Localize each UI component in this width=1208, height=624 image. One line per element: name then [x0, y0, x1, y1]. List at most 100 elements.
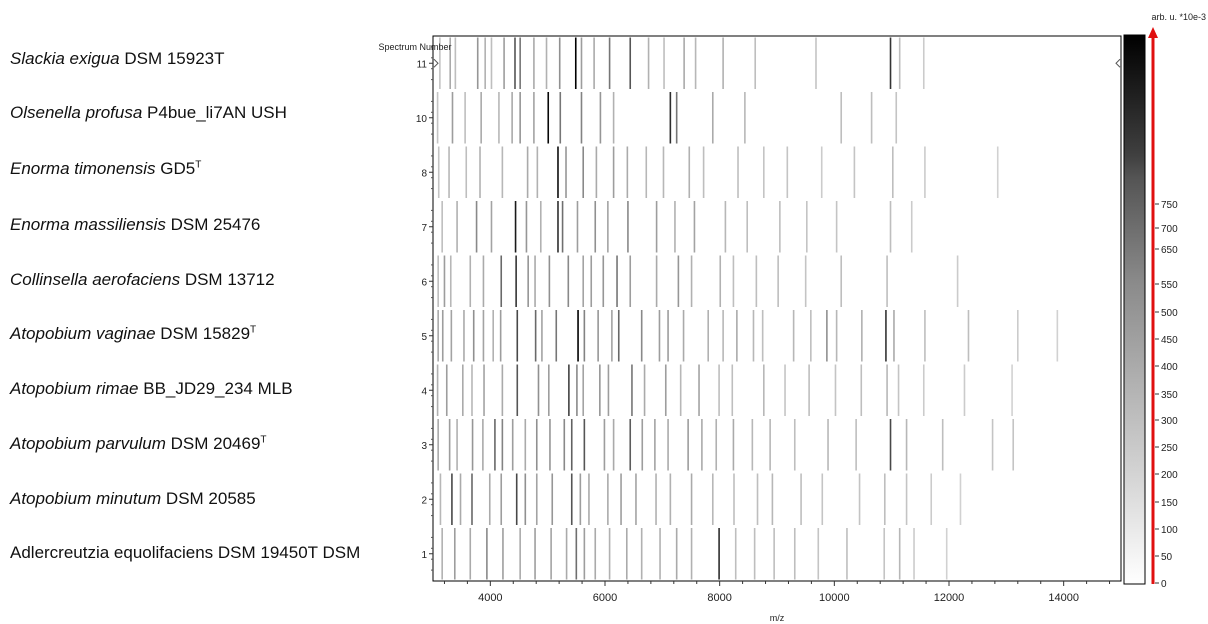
peak-band — [608, 37, 611, 89]
peak-band — [690, 255, 693, 307]
peak-band — [559, 92, 562, 144]
species-name: Slackia exigua — [10, 49, 120, 68]
colorbar-tick-label: 200 — [1161, 470, 1178, 481]
peak-band — [898, 37, 901, 89]
peak-band — [607, 364, 610, 416]
peak-band — [583, 419, 586, 471]
peak-band — [804, 255, 807, 307]
peak-band — [835, 310, 838, 362]
peak-band — [490, 37, 493, 89]
peak-band — [574, 37, 577, 89]
peak-band — [643, 364, 646, 416]
peak-band — [516, 364, 519, 416]
strain-label: Atopobium rimae BB_JD29_234 MLB — [10, 379, 293, 399]
peak-band — [732, 255, 735, 307]
peak-band — [855, 419, 857, 471]
colorbar-tick-label: 500 — [1161, 308, 1178, 319]
peak-band — [922, 364, 925, 416]
strain-label: Adlercreutzia equolifaciens DSM 19450T D… — [10, 543, 360, 563]
peak-band — [889, 201, 892, 253]
peak-band — [963, 364, 966, 416]
peak-band — [471, 364, 473, 416]
peak-band — [533, 37, 535, 89]
peak-band — [683, 37, 685, 89]
peak-band — [482, 310, 485, 362]
peak-band — [500, 255, 503, 307]
peak-band — [548, 255, 551, 307]
peak-band — [744, 92, 746, 144]
peak-band — [690, 473, 693, 525]
peak-band — [870, 92, 873, 144]
type-strain-mark: T — [195, 159, 202, 171]
peak-band — [594, 528, 597, 580]
peak-band — [475, 201, 478, 253]
peak-band — [718, 528, 720, 580]
peak-band — [631, 364, 633, 416]
peak-band — [439, 37, 441, 89]
type-strain-mark: T — [250, 324, 257, 336]
peak-band — [537, 364, 540, 416]
colorbar-tick-label: 0 — [1161, 579, 1167, 590]
colorbar-tick-label: 550 — [1161, 280, 1178, 291]
peak-band — [516, 310, 519, 362]
peak-band — [930, 473, 933, 525]
peak-band — [448, 419, 451, 471]
peak-band — [580, 37, 583, 89]
peak-band — [1011, 364, 1013, 416]
strain-id: DSM 20469 — [165, 434, 261, 453]
peak-band — [524, 419, 527, 471]
peak-band — [840, 92, 843, 144]
x-axis-label: m/z — [770, 613, 785, 623]
peak-band — [675, 92, 678, 144]
y-tick-label: 5 — [421, 332, 427, 343]
peak-band — [439, 473, 442, 525]
peak-band — [483, 364, 485, 416]
peak-band — [734, 528, 737, 580]
peak-band — [897, 364, 900, 416]
peak-band — [570, 419, 573, 471]
peak-band — [519, 92, 521, 144]
species-name: Atopobium parvulum — [10, 434, 166, 453]
peak-band — [956, 255, 959, 307]
peak-band — [627, 201, 629, 253]
peak-band — [462, 364, 464, 416]
peak-band — [669, 473, 672, 525]
peak-band — [472, 310, 475, 362]
peak-band — [629, 37, 632, 89]
peak-band — [482, 255, 485, 307]
peak-band — [588, 473, 590, 525]
y-tick-label: 7 — [421, 223, 427, 234]
peak-band — [658, 310, 661, 362]
strain-id: DSM 13712 — [180, 270, 275, 289]
peak-band — [526, 146, 529, 198]
peak-band — [451, 92, 454, 144]
peak-band — [492, 310, 494, 362]
peak-band — [551, 473, 554, 525]
peak-band — [583, 310, 586, 362]
peak-band — [711, 92, 714, 144]
colorbar-tick-label: 350 — [1161, 390, 1178, 401]
peak-band — [451, 473, 453, 525]
strain-id: P4bue_li7AN USH — [142, 103, 287, 122]
colorbar-tick-label: 100 — [1161, 525, 1178, 536]
peak-band — [498, 92, 500, 144]
peak-band — [437, 310, 439, 362]
peak-band — [441, 528, 443, 580]
peak-band — [769, 419, 771, 471]
peak-band — [456, 419, 458, 471]
y-tick-label: 1 — [421, 550, 427, 561]
x-tick-label: 8000 — [707, 592, 731, 604]
strain-label: Atopobium parvulum DSM 20469T — [10, 434, 267, 454]
peak-band — [535, 473, 538, 525]
peak-band — [694, 37, 697, 89]
peak-band — [484, 37, 486, 89]
peak-band — [456, 201, 458, 253]
peak-band — [635, 473, 637, 525]
type-strain-mark: T — [260, 434, 267, 446]
peak-band — [967, 310, 970, 362]
peak-band — [565, 528, 568, 580]
peak-band — [453, 528, 456, 580]
peak-band — [576, 201, 579, 253]
peak-band — [669, 92, 672, 144]
